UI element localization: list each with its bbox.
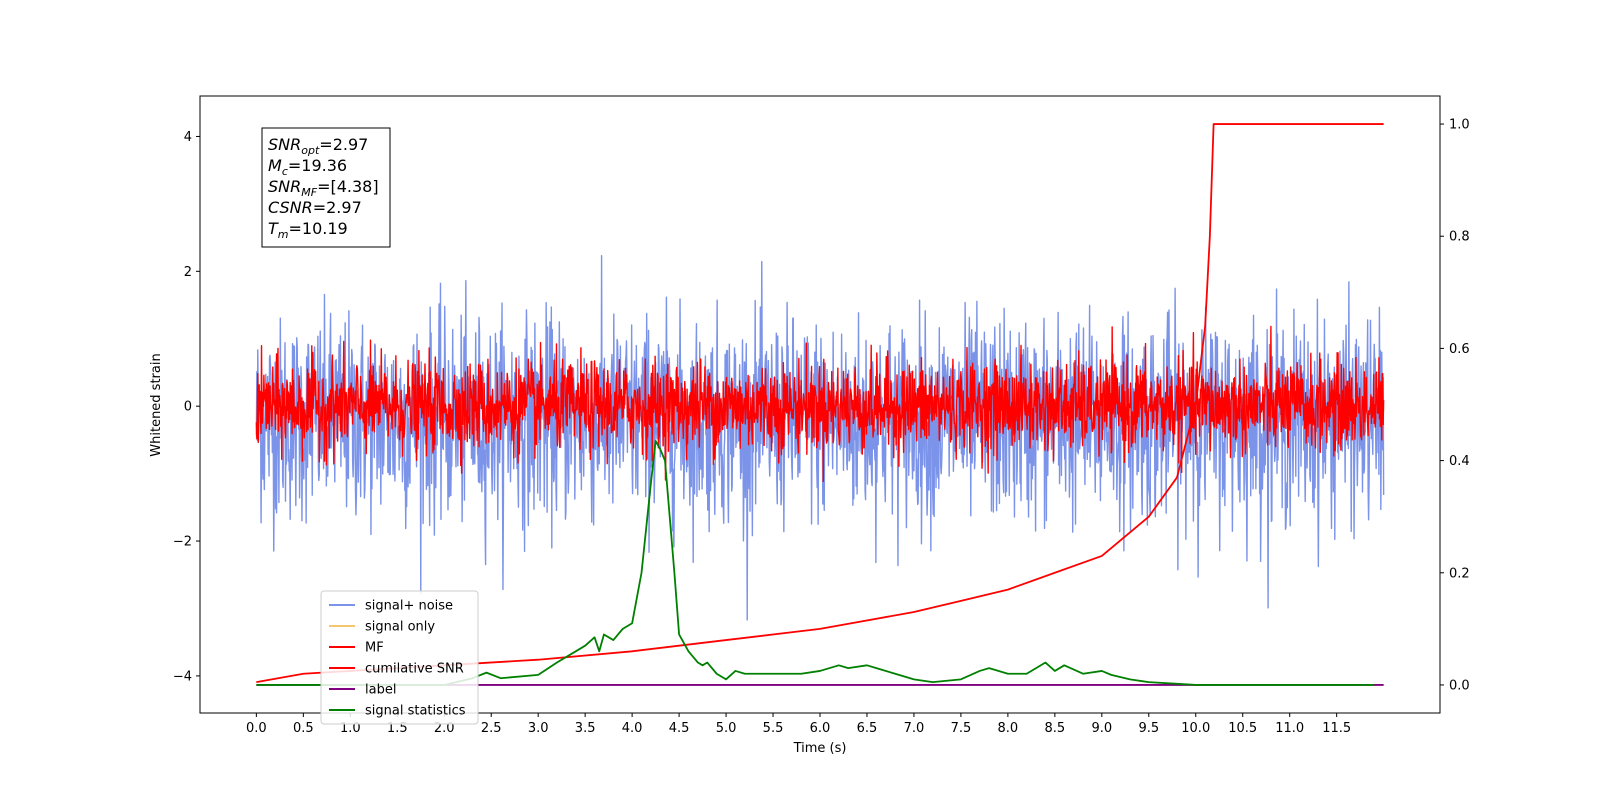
axes-layer: 0.0 0.5 1.0 1.5 2.0 2.5 3.0 3.5 4.0 4.5 5.0 5.5 6.0 6… xyxy=(173,118,1470,736)
x-tick-label: 5.5 xyxy=(763,721,784,736)
annotation-frame xyxy=(261,127,391,248)
legend-entry: MF xyxy=(365,641,384,656)
x-tick-label: 7.0 xyxy=(904,721,925,736)
x-tick-label: 11.5 xyxy=(1322,721,1351,736)
x-tick-label: 1.0 xyxy=(340,721,361,736)
series-line-signal-noise xyxy=(255,255,1385,621)
x-tick-label: 8.0 xyxy=(998,721,1019,736)
y-tick-label: −4 xyxy=(173,669,192,684)
y2-tick-label: 0.2 xyxy=(1449,566,1470,581)
x-tick-label: 3.5 xyxy=(575,721,596,736)
annotation-line: Tm=10.19 xyxy=(268,219,348,241)
y2-tick-label: 0.8 xyxy=(1449,230,1470,245)
x-tick-label: 11.0 xyxy=(1275,721,1304,736)
y-tick-label: 2 xyxy=(184,265,192,280)
x-tick-label: 6.0 xyxy=(810,721,831,736)
x-tick-label: 4.5 xyxy=(669,721,690,736)
y-tick-label: 4 xyxy=(184,130,192,145)
legend-frame xyxy=(320,590,479,725)
x-tick-label: 5.0 xyxy=(716,721,737,736)
legend-entry: signal+ noise xyxy=(365,599,453,614)
y-tick-label: −2 xyxy=(173,535,192,550)
x-tick-label: 8.5 xyxy=(1045,721,1066,736)
series-line-signal-statistics xyxy=(256,440,1375,686)
series-line-mf xyxy=(255,325,1385,483)
annotation-line: Mc=19.36 xyxy=(268,156,347,178)
x-tick-label: 6.5 xyxy=(857,721,878,736)
annotation-box: SNRopt=2.97Mc=19.36SNRMF=[4.38]CSNR=2.97… xyxy=(261,127,391,248)
x-tick-label: 7.5 xyxy=(951,721,972,736)
legend-entry: signal statistics xyxy=(365,704,466,719)
y-axis-label: Whitened strain xyxy=(149,353,164,456)
x-tick-label: 9.5 xyxy=(1138,721,1159,736)
annotation-line: SNRMF=[4.38] xyxy=(268,177,379,199)
x-tick-label: 0.5 xyxy=(293,721,314,736)
legend-entry: signal only xyxy=(365,620,435,635)
legend-entry: label xyxy=(365,683,396,698)
legend-entry: cumilative SNR xyxy=(365,662,464,677)
legend: signal+ noise signal only MF cumilative SNR… xyxy=(320,590,479,725)
x-tick-label: 10.5 xyxy=(1228,721,1257,736)
x-tick-label: 1.5 xyxy=(387,721,408,736)
series-line-cumilative-snr xyxy=(256,123,1384,684)
x-tick-label: 9.0 xyxy=(1091,721,1112,736)
y2-tick-label: 1.0 xyxy=(1449,118,1470,133)
x-axis-label: Time (s) xyxy=(793,741,847,756)
y2-tick-label: 0.6 xyxy=(1449,342,1470,357)
y-tick-label: 0 xyxy=(184,400,192,415)
y2-tick-label: 0.4 xyxy=(1449,454,1470,469)
x-tick-label: 10.0 xyxy=(1181,721,1210,736)
x-tick-label: 3.0 xyxy=(528,721,549,736)
x-tick-label: 2.5 xyxy=(481,721,502,736)
annotation-line: SNRopt=2.97 xyxy=(268,135,368,157)
annotation-line: CSNR=2.97 xyxy=(268,198,362,217)
y2-tick-label: 0.0 xyxy=(1449,678,1470,693)
x-tick-label: 2.0 xyxy=(434,721,455,736)
x-tick-label: 4.0 xyxy=(622,721,643,736)
x-tick-label: 0.0 xyxy=(246,721,267,736)
